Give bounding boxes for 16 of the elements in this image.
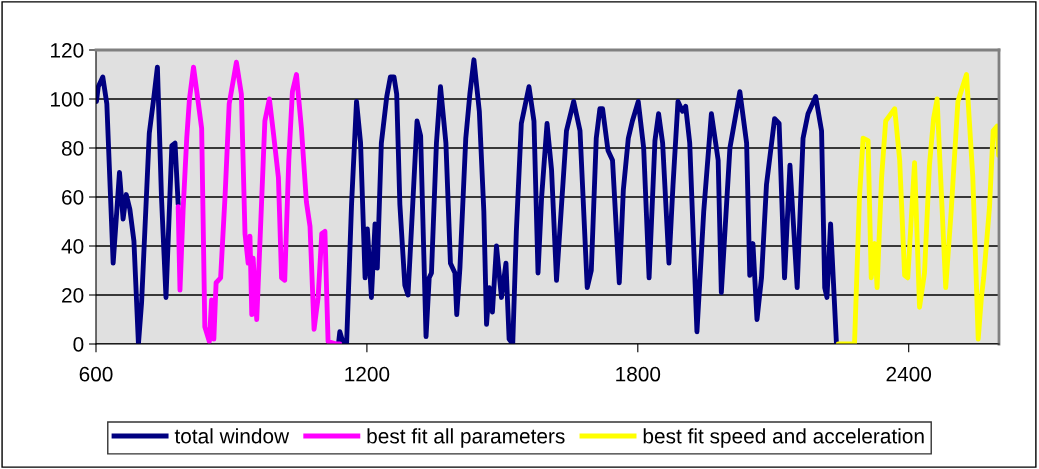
legend-label: best fit speed and acceleration <box>643 428 924 448</box>
y-tick-label: 60 <box>62 190 84 205</box>
legend-label: best fit all parameters <box>367 428 565 448</box>
line-series <box>835 72 999 344</box>
x-tick-label: 1800 <box>616 366 661 382</box>
x-tick-label: 2400 <box>886 366 932 382</box>
y-tick-label: 100 <box>51 92 84 107</box>
y-tick-label: 20 <box>62 288 84 303</box>
y-tick-label: 80 <box>61 141 84 156</box>
y-tick-label: 0 <box>73 337 84 352</box>
x-tick-label: 600 <box>79 366 113 382</box>
legend-label: total window <box>174 428 290 444</box>
x-tick-label: 1200 <box>345 366 390 382</box>
y-tick-label: 40 <box>61 239 84 254</box>
line-series <box>175 59 343 344</box>
y-tick-label: 120 <box>51 43 84 58</box>
